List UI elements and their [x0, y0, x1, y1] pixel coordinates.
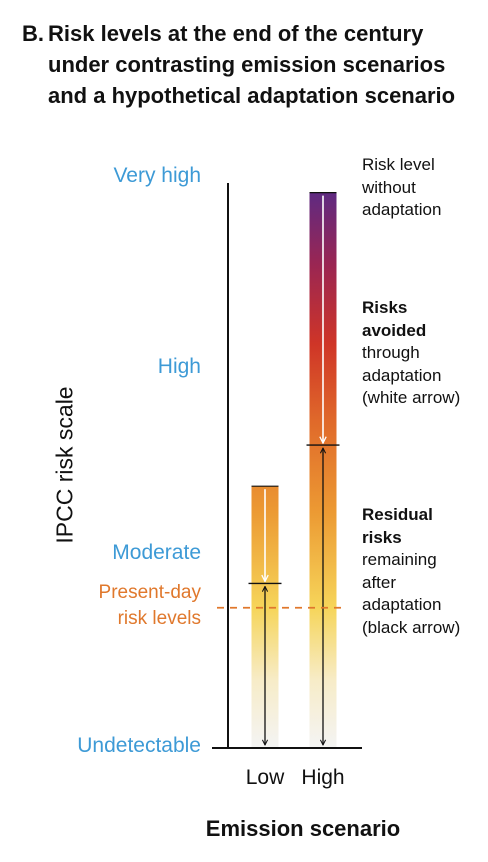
annotation-line: adaptation: [362, 365, 442, 385]
annotation-line: Risks: [362, 298, 408, 317]
x-tick-low: Low: [245, 766, 285, 789]
title-prefix: B.: [22, 21, 44, 46]
present-day-label-line-2: risk levels: [117, 608, 201, 629]
title-line-1: Risk levels at the end of the century: [48, 21, 424, 46]
level-label-very-high: Very high: [113, 164, 201, 187]
annotation-without-adaptation: Risk level without adaptation: [362, 154, 441, 222]
x-axis-title: Emission scenario: [205, 816, 401, 841]
present-day-label-line-1: Present-day: [98, 582, 201, 603]
title-line-3: and a hypothetical adaptation scenario: [48, 83, 456, 108]
level-label-moderate: Moderate: [112, 541, 201, 564]
annotation-line: through: [362, 343, 420, 362]
annotation-line: adaptation: [362, 595, 442, 614]
annotation-line: remaining: [362, 550, 437, 569]
annotation-line: Residual: [362, 505, 433, 524]
chart-title: B. Risk levels at the end of the century …: [22, 18, 455, 111]
annotation-line: after: [362, 572, 397, 592]
level-label-high: High: [157, 355, 201, 378]
x-tick-high: High: [301, 766, 345, 789]
annotation-line: (black arrow): [362, 617, 461, 637]
annotation-line: risks: [362, 527, 402, 547]
level-label-undetectable: Undetectable: [77, 734, 201, 757]
annotation-residual-risks: Residual risks remaining after adaptatio…: [362, 504, 460, 639]
annotation-line: (white arrow): [362, 388, 461, 407]
annotation-line: without: [362, 177, 416, 197]
annotation-risks-avoided: Risks avoided through adaptation (white …: [362, 297, 460, 410]
annotation-line: avoided: [362, 320, 427, 340]
annotation-line: Risk level: [362, 155, 435, 174]
annotation-line: adaptation: [362, 200, 442, 219]
present-day-label: Present-day risk levels: [99, 580, 201, 632]
title-line-2: under contrasting emission scenarios: [48, 52, 446, 77]
